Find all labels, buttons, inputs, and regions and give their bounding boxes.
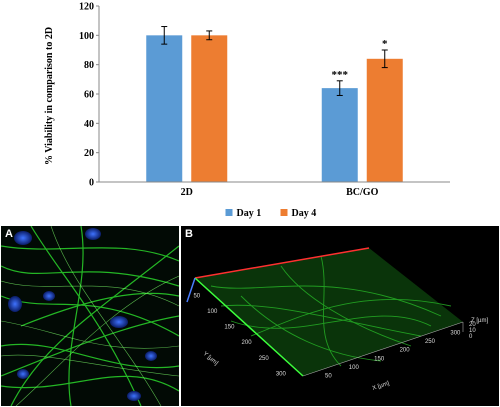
- bar-day-1-2d: [146, 35, 183, 183]
- x-tick-label-3d: 50: [325, 373, 332, 379]
- green-axis: [194, 277, 304, 377]
- fibers-image: [1, 226, 179, 406]
- x-tick-label-3d: 200: [400, 348, 411, 354]
- red-axis: [194, 247, 370, 279]
- legend: Day 1 Day 4: [225, 208, 317, 219]
- y-axis-ticks: 0 20 40 60 80 100 120: [79, 2, 99, 189]
- y-tick-label: 20: [84, 148, 94, 159]
- panel-b-3d-render: 50 100 150 200 250 300 50 100 150 200 250 300 0 10 2…: [181, 226, 499, 406]
- y-tick-label: 60: [84, 90, 94, 101]
- y-tick-label-3d: 250: [259, 356, 270, 362]
- bar-chart: % Viability in comparison to 2D 0 20 40 60 8…: [44, 2, 450, 219]
- y-tick-label: 80: [84, 60, 94, 71]
- bar-day-1-bc-go: [321, 88, 358, 182]
- y-tick-label-3d: 150: [224, 325, 235, 331]
- nuclei: [8, 228, 157, 401]
- legend-label: Day 1: [237, 208, 262, 219]
- z-tick-label-3d: 0: [469, 334, 473, 340]
- y-tick-label-3d: 200: [242, 340, 253, 346]
- panel-a-confocal-image: A: [1, 226, 179, 406]
- z-tick-label-3d: 20: [469, 322, 476, 328]
- panel-b-label: B: [185, 228, 193, 240]
- x-axis-categories: 2D BC/GO: [181, 187, 379, 198]
- error-bars: [161, 26, 388, 96]
- y-tick-label: 100: [79, 31, 94, 42]
- z-axis-label-3d: Z [µm]: [471, 318, 488, 324]
- y-tick-label-3d: 100: [207, 309, 218, 315]
- x-axis-ticks-3d: 50 100 150 200 250 300: [325, 331, 461, 380]
- blue-axis: [186, 277, 196, 303]
- legend-label: Day 4: [292, 208, 317, 219]
- x-tick-label-3d: 300: [450, 331, 461, 337]
- y-tick-label-3d: 300: [276, 371, 287, 377]
- legend-swatch: [280, 209, 288, 216]
- y-tick-label: 120: [79, 2, 94, 13]
- significance-label: ***: [332, 69, 349, 81]
- legend-swatch: [225, 209, 233, 216]
- bar-day-4-bc-go: [366, 58, 403, 182]
- bar-day-4-2d: [191, 35, 228, 183]
- panel-a-label: A: [5, 228, 13, 240]
- z-tick-label-3d: 10: [469, 328, 476, 334]
- y-tick-label: 40: [84, 119, 94, 130]
- y-tick-label: 0: [89, 178, 94, 189]
- x-tick-label-3d: 100: [349, 365, 360, 371]
- x-tick-label-3d: 250: [425, 339, 436, 345]
- scaffold-surface: [195, 248, 463, 376]
- y-axis-label: % Viability in comparison to 2D: [44, 27, 55, 165]
- bars: [146, 35, 403, 183]
- x-axis-label-3d: X [µm]: [372, 381, 391, 392]
- y-tick-label-3d: 50: [193, 294, 200, 300]
- category-label: BC/GO: [346, 187, 378, 198]
- significance-label: *: [382, 38, 388, 50]
- x-tick-label-3d: 150: [374, 356, 385, 362]
- y-axis-ticks-3d: 50 100 150 200 250 300: [193, 294, 286, 378]
- category-label: 2D: [181, 187, 193, 198]
- significance-labels: ****: [332, 38, 389, 81]
